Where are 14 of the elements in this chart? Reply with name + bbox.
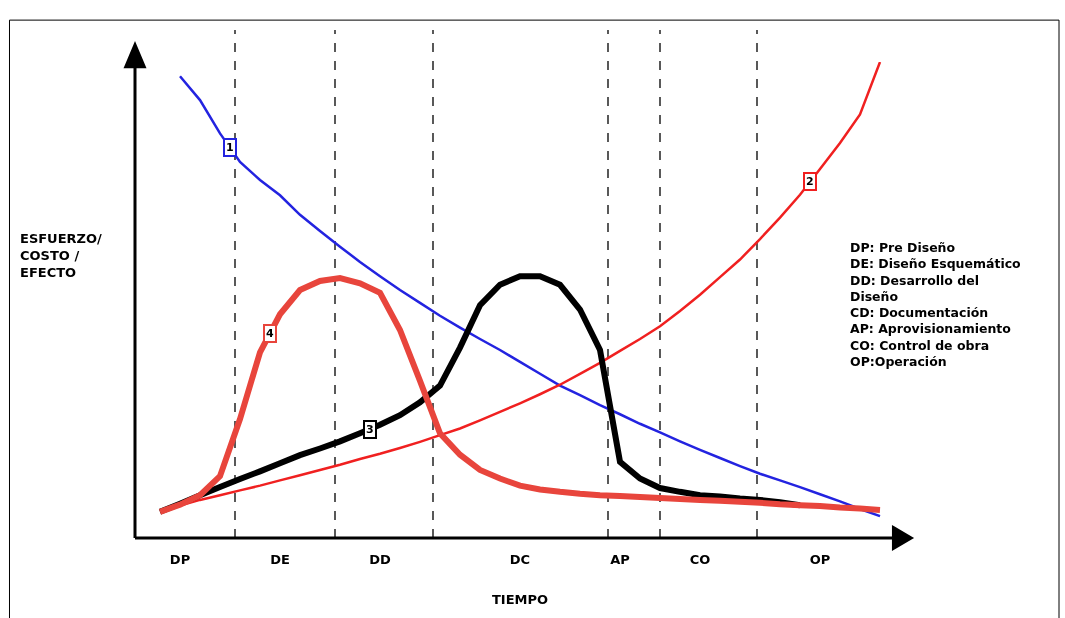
x-tick-label: DP bbox=[169, 552, 191, 567]
annotation: DP: Pre Diseño DE: Diseño Esquemático DD: Desarrollo del Diseño CD: Documentación AP: Aprovisionamiento CO: Control de obra OP:Operación bbox=[850, 240, 1022, 369]
x-tick-label: DC bbox=[509, 552, 531, 567]
x-axis-title: TIEMPO bbox=[492, 592, 549, 607]
y-axis-title: ESFUERZO/ COSTO / EFECTO bbox=[20, 231, 103, 280]
series-label: 3 bbox=[366, 423, 374, 436]
x-tick-label: DE bbox=[270, 552, 290, 567]
x-tick-label: DD bbox=[369, 552, 391, 567]
x-tick-label: OP bbox=[809, 552, 831, 567]
series-label: 4 bbox=[266, 327, 274, 340]
x-tick-label: AP bbox=[610, 552, 630, 567]
series-label: 1 bbox=[226, 141, 234, 154]
series-label: 2 bbox=[806, 175, 814, 188]
x-tick-label: CO bbox=[689, 552, 711, 567]
